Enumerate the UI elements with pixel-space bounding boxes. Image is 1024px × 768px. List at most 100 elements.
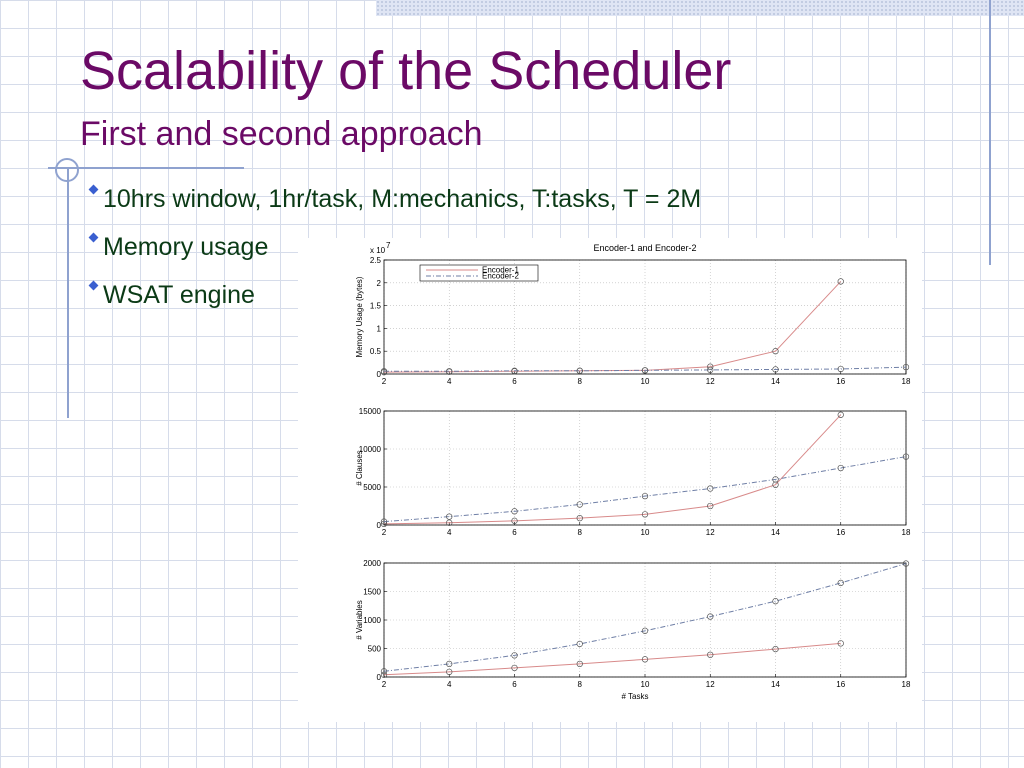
- data-point-encoder-2: [772, 598, 779, 605]
- y-tick-label: 0: [377, 673, 382, 682]
- y-tick-label: 10000: [359, 445, 382, 454]
- bullet-text: WSAT engine: [103, 281, 255, 309]
- data-point-encoder-2: [837, 365, 844, 373]
- data-point-encoder-2: [707, 485, 714, 492]
- bullet-text: 10hrs window, 1hr/task, M:mechanics, T:t…: [103, 185, 702, 213]
- x-tick-label: 4: [447, 528, 452, 537]
- y-tick-label: 0: [377, 370, 382, 379]
- x-tick-label: 4: [447, 377, 452, 386]
- chart-title: Encoder-1 and Encoder-2: [593, 243, 696, 253]
- x-tick-label: 14: [771, 680, 780, 689]
- x-tick-label: 18: [902, 377, 911, 386]
- x-tick-label: 10: [641, 377, 650, 386]
- y-tick-label: 2000: [363, 559, 381, 568]
- bullet-text: Memory usage: [103, 233, 269, 261]
- data-point-encoder-2: [902, 364, 910, 371]
- x-tick-label: 8: [578, 528, 583, 537]
- y-tick-label: 15000: [359, 407, 382, 416]
- diamond-bullet-icon: [88, 280, 99, 291]
- y-tick-label: 500: [368, 645, 382, 654]
- chart-svg: 2 4 6 8 10 12 14 16 18 0 0.5 1 1.5 2 2.5 Memory Usage (…: [355, 241, 911, 701]
- x-tick-label: 6: [512, 377, 517, 386]
- data-point-encoder-1: [380, 671, 388, 678]
- y-tick-label: 1500: [363, 588, 381, 597]
- y-tick-label: 5000: [363, 483, 381, 492]
- x-tick-label: 4: [447, 680, 452, 689]
- data-point-encoder-2: [380, 518, 388, 525]
- data-point-encoder-2: [707, 366, 714, 374]
- x-tick-label: 2: [382, 528, 387, 537]
- decorative-ring-icon: [55, 158, 79, 182]
- y-tick-label: 0: [377, 521, 382, 530]
- data-point-encoder-1: [641, 511, 649, 518]
- legend-box: [419, 264, 539, 282]
- data-point-encoder-2: [576, 501, 583, 508]
- x-tick-label: 6: [512, 528, 517, 537]
- x-tick-label: 2: [382, 680, 387, 689]
- x-tick-label: 12: [706, 528, 715, 537]
- data-point-encoder-2: [837, 464, 844, 472]
- bullet-item: Memory usage: [88, 232, 269, 262]
- data-point-encoder-2: [446, 513, 453, 520]
- data-point-encoder-2: [446, 368, 453, 375]
- decorative-horizontal-line: [48, 167, 244, 169]
- x-tick-label: 10: [641, 680, 650, 689]
- series-line-encoder-1: [383, 642, 841, 676]
- x-tick-label: 16: [836, 377, 845, 386]
- x-tick-label: 12: [706, 377, 715, 386]
- y-axis-label: # Clauses: [355, 450, 364, 486]
- y-axis-label: Memory Usage (bytes): [355, 276, 364, 357]
- data-point-encoder-1: [707, 363, 714, 370]
- data-point-encoder-2: [641, 492, 649, 500]
- slide-subtitle: First and second approach: [80, 115, 483, 153]
- data-point-encoder-1: [772, 348, 779, 355]
- data-point-encoder-1: [837, 411, 844, 418]
- data-point-encoder-2: [902, 560, 910, 567]
- data-point-encoder-2: [511, 652, 518, 659]
- data-point-encoder-2: [380, 368, 388, 375]
- diamond-bullet-icon: [88, 232, 99, 243]
- y-exponent-label: 7: [386, 241, 391, 250]
- x-tick-label: 18: [902, 528, 911, 537]
- x-tick-label: 18: [902, 680, 911, 689]
- series-line-encoder-1: [383, 281, 842, 373]
- data-point-encoder-2: [772, 476, 779, 483]
- data-point-encoder-2: [511, 367, 518, 374]
- data-point-encoder-1: [380, 520, 388, 528]
- y-axis-label: # Variables: [355, 600, 364, 639]
- data-point-encoder-2: [576, 640, 583, 648]
- slide-title: Scalability of the Scheduler: [80, 41, 732, 101]
- data-point-encoder-2: [707, 613, 714, 620]
- x-tick-label: 6: [512, 680, 517, 689]
- series-line-encoder-1: [383, 414, 842, 525]
- data-point-encoder-2: [837, 579, 844, 587]
- data-point-encoder-1: [576, 660, 583, 668]
- y-tick-label: 2: [377, 279, 382, 288]
- decorative-vertical-line-right: [989, 0, 991, 265]
- x-tick-label: 12: [706, 680, 715, 689]
- series-line-encoder-2: [383, 563, 907, 672]
- legend-label: Encoder-1: [482, 266, 519, 275]
- data-point-encoder-1: [641, 656, 649, 663]
- diamond-bullet-icon: [88, 184, 99, 195]
- data-point-encoder-1: [707, 651, 714, 658]
- x-tick-label: 16: [836, 680, 845, 689]
- top-decorative-band: [376, 0, 1024, 16]
- data-point-encoder-2: [576, 367, 583, 374]
- bullet-item: WSAT engine: [88, 280, 255, 310]
- data-point-encoder-1: [837, 278, 844, 285]
- x-tick-label: 16: [836, 528, 845, 537]
- y-multiplier-label: x 10: [370, 246, 386, 255]
- data-point-encoder-2: [511, 508, 518, 515]
- data-point-encoder-1: [707, 502, 714, 510]
- x-tick-label: 8: [578, 377, 583, 386]
- data-point-encoder-2: [446, 660, 453, 668]
- y-tick-label: 1.5: [370, 302, 382, 311]
- y-tick-label: 2.5: [370, 256, 382, 265]
- x-tick-label: 2: [382, 377, 387, 386]
- x-axis-label: # Tasks: [622, 692, 649, 701]
- data-point-encoder-1: [576, 515, 583, 522]
- data-point-encoder-2: [772, 366, 779, 373]
- y-tick-label: 1000: [363, 616, 381, 625]
- y-tick-label: 1: [377, 324, 382, 333]
